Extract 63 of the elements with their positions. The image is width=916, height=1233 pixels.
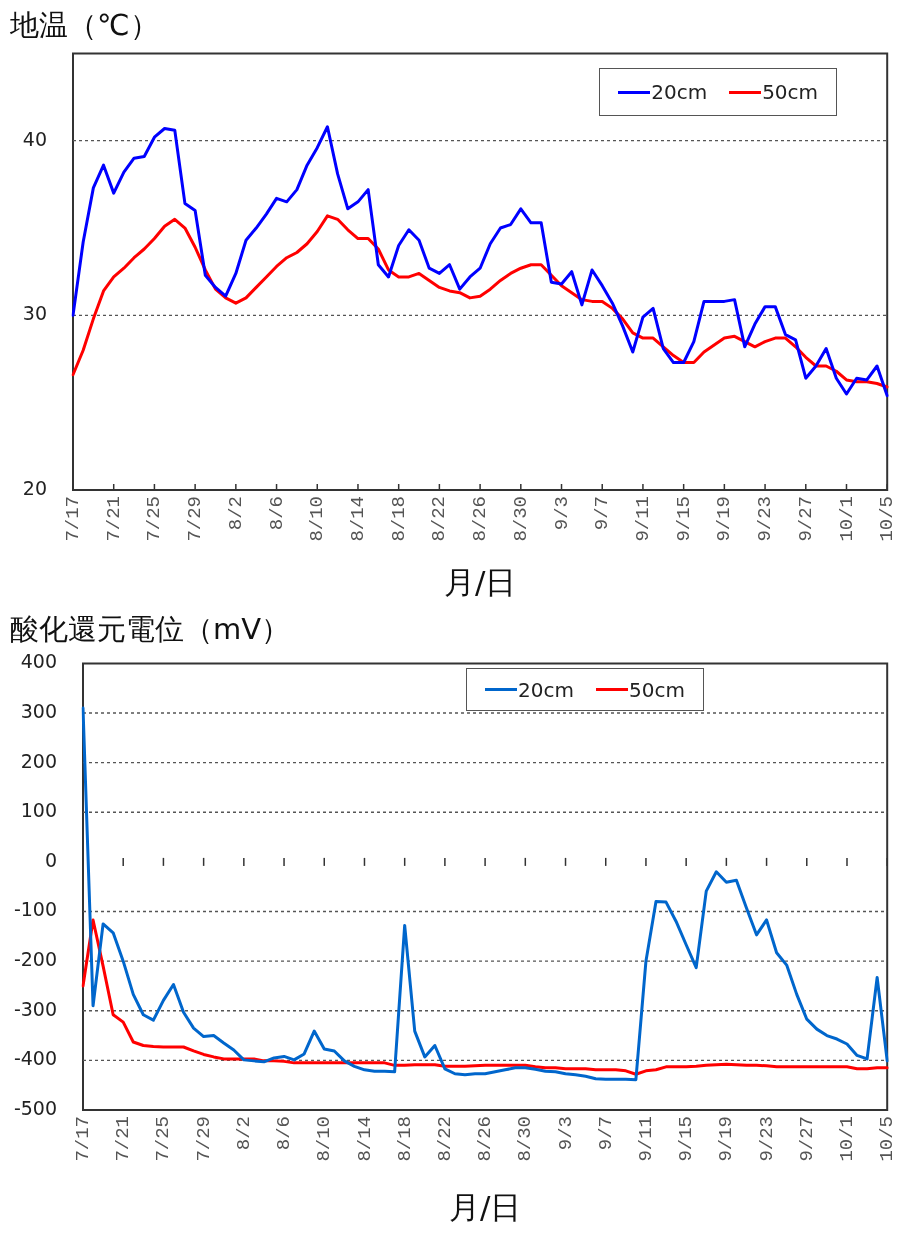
x-tick-label: 7/25 — [152, 1116, 175, 1162]
x-tick-label: 8/6 — [265, 496, 288, 531]
legend-label: 50cm — [762, 80, 819, 105]
x-tick-label: 9/3 — [550, 496, 573, 531]
x-tick-label: 7/25 — [143, 496, 166, 542]
y-tick-label: -500 — [13, 1096, 57, 1119]
x-tick-label: 8/14 — [353, 1116, 376, 1162]
x-tick-label: 7/29 — [192, 1116, 215, 1162]
x-tick-label: 10/1 — [836, 1116, 859, 1162]
x-tick-label: 8/22 — [428, 496, 451, 542]
y-tick-label: 100 — [20, 799, 57, 822]
x-tick-label: 8/18 — [393, 1116, 416, 1162]
x-tick-label: 8/18 — [387, 496, 410, 542]
legend-label: 50cm — [629, 677, 685, 702]
x-tick-label: 9/3 — [554, 1116, 577, 1151]
x-tick-label: 8/14 — [347, 496, 369, 542]
x-tick-label: 9/23 — [754, 496, 777, 542]
x-axis-title: 月/日 — [443, 564, 517, 601]
x-tick-label: 9/7 — [594, 1116, 617, 1151]
x-tick-label: 7/29 — [184, 496, 207, 542]
y-tick-label: 0 — [44, 848, 57, 871]
y-tick-label: 20 — [22, 476, 47, 499]
x-tick-label: 10/5 — [876, 1116, 899, 1162]
y-tick-label: 200 — [20, 749, 57, 772]
x-tick-label: 9/27 — [795, 1116, 818, 1162]
y-tick-label: 40 — [22, 127, 47, 150]
x-tick-label: 7/17 — [72, 1116, 95, 1162]
x-tick-label: 8/2 — [224, 496, 247, 531]
y-tick-label: -200 — [13, 948, 57, 971]
x-tick-label: 10/5 — [876, 496, 899, 542]
x-tick-label: 8/10 — [313, 1116, 336, 1162]
x-tick-label: 9/11 — [631, 496, 654, 542]
x-tick-label: 9/19 — [715, 1116, 738, 1162]
y-tick-label: 30 — [22, 302, 47, 325]
x-tick-label: 9/15 — [672, 496, 695, 542]
legend-label: 20cm — [518, 677, 575, 702]
x-tick-label: 8/26 — [474, 1116, 497, 1162]
x-tick-label: 9/11 — [634, 1116, 657, 1162]
y-tick-label: -300 — [13, 997, 57, 1020]
x-tick-label: 9/23 — [755, 1116, 778, 1162]
y-axis-title: 酸化還元電位（mV） — [10, 612, 291, 646]
y-tick-label: -100 — [13, 898, 57, 921]
x-tick-label: 7/21 — [112, 1116, 135, 1162]
x-tick-label: 10/1 — [835, 496, 858, 542]
x-tick-label: 8/10 — [306, 496, 329, 542]
x-tick-label: 8/26 — [469, 496, 492, 542]
x-tick-label: 8/30 — [509, 496, 532, 542]
x-tick-label: 9/7 — [591, 496, 614, 531]
y-axis-title: 地温（℃） — [10, 8, 159, 42]
y-tick-label: -400 — [13, 1047, 57, 1070]
x-tick-label: 8/22 — [433, 1116, 456, 1162]
x-tick-label: 7/21 — [102, 496, 125, 542]
y-tick-label: 300 — [20, 699, 57, 722]
x-tick-label: 9/19 — [713, 496, 736, 542]
x-tick-label: 8/2 — [232, 1116, 255, 1151]
y-tick-label: 400 — [20, 650, 57, 673]
x-tick-label: 8/30 — [514, 1116, 537, 1162]
x-tick-label: 7/17 — [62, 496, 85, 542]
x-axis-title: 月/日 — [448, 1189, 522, 1226]
x-tick-label: 9/27 — [794, 496, 817, 542]
x-tick-label: 9/15 — [675, 1116, 698, 1162]
x-tick-label: 8/6 — [273, 1116, 296, 1151]
legend-label: 20cm — [651, 80, 708, 105]
